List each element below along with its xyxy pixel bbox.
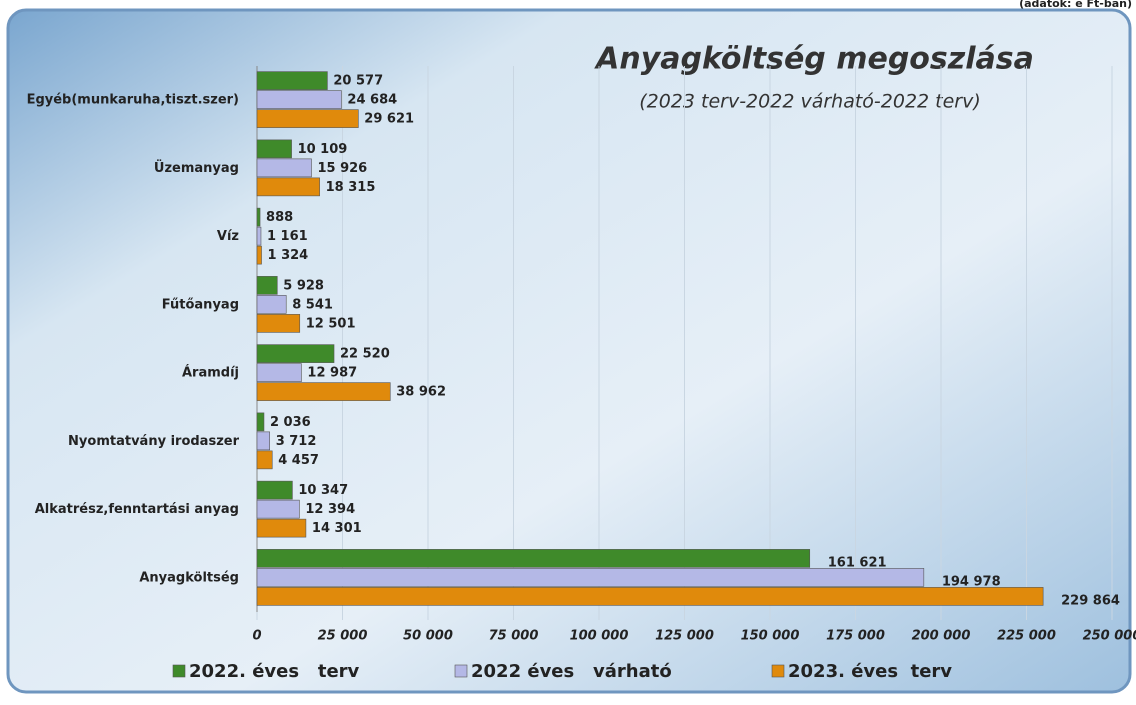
value-label: 38 962 xyxy=(396,385,446,400)
x-tick-label: 25 000 xyxy=(318,629,368,644)
y-tick-label: Alkatrész,fenntartási anyag xyxy=(35,502,239,517)
x-tick-label: 75 000 xyxy=(489,629,539,644)
x-tick-label: 50 000 xyxy=(403,629,453,644)
value-label: 1 161 xyxy=(267,229,308,244)
legend-label: 2022. éves terv xyxy=(189,661,360,682)
bar xyxy=(256,499,300,519)
value-label: 29 621 xyxy=(364,112,414,127)
value-label: 2 036 xyxy=(270,415,311,430)
bar xyxy=(256,587,1044,606)
value-label: 10 109 xyxy=(298,142,348,157)
chart-subtitle: (2023 terv-2022 várható-2022 terv) xyxy=(639,91,981,113)
bar xyxy=(256,158,312,178)
bar xyxy=(256,480,293,500)
value-label: 888 xyxy=(266,210,293,225)
x-tick-label: 150 000 xyxy=(741,629,800,644)
bar xyxy=(256,314,301,333)
x-tick-label: 125 000 xyxy=(655,629,714,644)
value-label: 12 987 xyxy=(307,366,357,381)
bar xyxy=(256,568,925,587)
x-tick-label: 225 000 xyxy=(997,629,1056,644)
value-label: 4 457 xyxy=(278,453,319,468)
bar xyxy=(256,276,278,295)
value-label: 1 324 xyxy=(268,248,309,263)
value-label: 20 577 xyxy=(333,74,383,89)
bar xyxy=(256,177,320,197)
value-label: 194 978 xyxy=(942,574,1001,589)
bar xyxy=(256,344,335,363)
x-tick-label: 200 000 xyxy=(912,629,971,644)
y-tick-label: Anyagköltség xyxy=(139,570,239,585)
value-label: 14 301 xyxy=(312,521,362,536)
bar xyxy=(256,450,273,470)
value-label: 18 315 xyxy=(326,180,376,195)
bar xyxy=(256,295,287,314)
y-tick-label: Áramdíj xyxy=(182,365,239,381)
bar xyxy=(256,363,302,382)
bar xyxy=(256,518,307,538)
y-tick-label: Egyéb(munkaruha,tiszt.szer) xyxy=(27,93,239,108)
x-tick-label: 175 000 xyxy=(826,629,885,644)
bar xyxy=(256,90,342,109)
value-label: 229 864 xyxy=(1061,593,1120,608)
bar xyxy=(256,139,292,159)
value-label: 24 684 xyxy=(347,93,397,108)
legend-label: 2022 éves várható xyxy=(471,661,672,682)
value-label: 161 621 xyxy=(828,555,887,570)
x-tick-label: 0 xyxy=(252,629,261,644)
legend-swatch xyxy=(454,664,468,678)
chart-title: Anyagköltség megoszlása xyxy=(594,42,1034,77)
bar xyxy=(256,71,328,90)
bar xyxy=(256,412,265,432)
bar xyxy=(256,245,262,265)
value-label: 8 541 xyxy=(292,297,333,312)
value-label: 12 394 xyxy=(305,502,355,517)
y-tick-label: Nyomtatvány irodaszer xyxy=(68,434,240,449)
value-label: 3 712 xyxy=(276,434,317,449)
legend-label: 2023. éves terv xyxy=(788,661,952,682)
bar xyxy=(256,382,391,401)
value-label: 10 347 xyxy=(298,483,348,498)
x-tick-label: 250 000 xyxy=(1083,629,1136,644)
legend-swatch xyxy=(771,664,785,678)
value-label: 5 928 xyxy=(283,278,324,293)
y-tick-label: Fűtőanyag xyxy=(162,297,239,312)
bar xyxy=(256,226,262,246)
value-label: 22 520 xyxy=(340,347,390,362)
value-label: 15 926 xyxy=(317,161,367,176)
y-tick-label: Üzemanyag xyxy=(154,160,239,176)
note: (adatok: e Ft-ban) xyxy=(1019,0,1132,10)
bar xyxy=(256,549,811,568)
x-tick-label: 100 000 xyxy=(570,629,629,644)
bar xyxy=(256,207,261,227)
y-tick-label: Víz xyxy=(217,229,239,244)
bar xyxy=(256,431,270,451)
bar xyxy=(256,109,359,128)
value-label: 12 501 xyxy=(306,316,356,331)
legend-swatch xyxy=(172,664,186,678)
